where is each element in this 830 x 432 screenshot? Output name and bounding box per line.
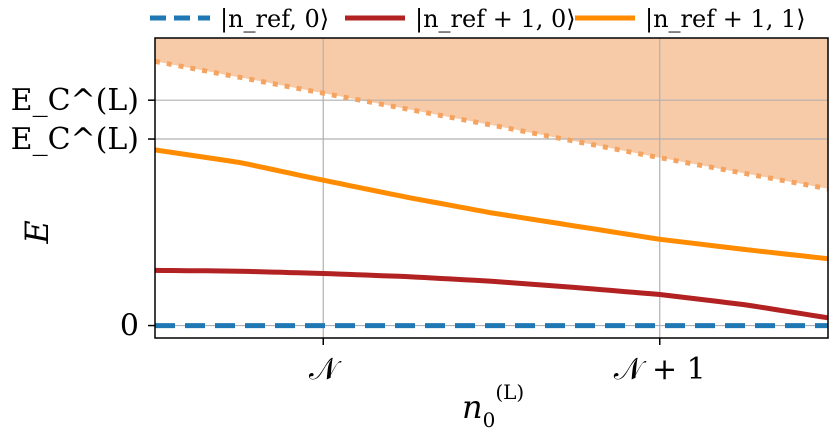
series-line-2: [154, 147, 829, 262]
legend-label: |n_ref + 1, 1⟩: [645, 5, 806, 34]
legend: |n_ref, 0⟩ |n_ref + 1, 0⟩ |n_ref + 1, 1⟩: [150, 5, 806, 34]
legend-label: |n_ref + 1, 0⟩: [415, 5, 576, 34]
legend-label: |n_ref, 0⟩: [220, 5, 329, 34]
y-tick-label: Δ − E_C^(L): [0, 122, 139, 157]
series-line-1: [154, 267, 829, 321]
ticks: 𝒩 𝒩 + 1 0 Δ − E_C^(L) Δ + E_C^(L): [0, 83, 706, 387]
y-tick-label: 0: [120, 309, 139, 344]
x-tick-label: 𝒩 + 1: [614, 352, 706, 387]
series-group: [154, 58, 829, 329]
y-tick-label: Δ + E_C^(L): [0, 83, 139, 118]
plot-frame: [154, 37, 829, 339]
x-tick-label: 𝒩: [309, 352, 342, 387]
grid: [155, 38, 828, 338]
y-axis-label: E: [18, 220, 56, 244]
x-axis-label: n0(L): [462, 380, 524, 432]
